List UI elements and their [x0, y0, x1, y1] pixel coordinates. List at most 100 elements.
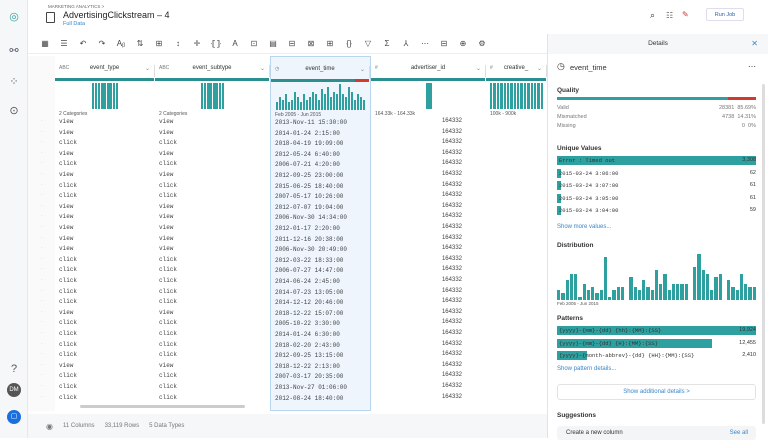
row-marker[interactable]: ·	[41, 224, 43, 230]
distribution-bar[interactable]	[650, 290, 654, 300]
suggestion-card[interactable]: Create a new column See all	[557, 426, 756, 440]
table-cell[interactable]: 2018-12-22 2:13:00	[275, 362, 340, 370]
row-marker[interactable]: ·	[41, 245, 43, 252]
table-cell[interactable]: 2013-Nov-27 01:06:00	[275, 384, 348, 391]
histogram-bar[interactable]	[357, 94, 359, 110]
table-cell[interactable]: click	[59, 266, 78, 274]
table-cell[interactable]: view	[59, 234, 74, 242]
table-cell[interactable]: 2013-Nov-11 15:30:00	[275, 119, 348, 126]
table-cell[interactable]: 164332	[441, 340, 462, 347]
table-cell[interactable]: 2012-08-24 18:40:00	[275, 394, 344, 402]
avatar[interactable]: DM	[7, 383, 21, 397]
table-cell[interactable]: view	[59, 128, 74, 136]
histogram-bar[interactable]	[425, 83, 432, 109]
table-cell[interactable]: click	[159, 372, 178, 380]
distribution-bar[interactable]	[739, 273, 743, 300]
distribution-bar[interactable]	[569, 273, 573, 300]
table-cell[interactable]: view	[59, 224, 74, 231]
distribution-bar[interactable]	[574, 273, 578, 300]
row-marker[interactable]: ·	[41, 308, 43, 315]
distribution-bar[interactable]	[659, 283, 663, 300]
distribution-bar[interactable]	[748, 286, 752, 300]
distribution-bar[interactable]	[705, 273, 709, 300]
distribution-bar[interactable]	[735, 290, 739, 300]
table-cell[interactable]: 164332	[441, 139, 462, 146]
histogram-bar[interactable]	[204, 83, 206, 109]
sort-icon[interactable]: ↕	[176, 39, 180, 48]
histogram-bar[interactable]	[339, 84, 341, 110]
distribution-bar[interactable]	[680, 283, 684, 300]
row-marker[interactable]: ·	[41, 213, 43, 220]
histogram-bar[interactable]	[297, 97, 299, 110]
table-cell[interactable]: 2012-09-25 13:15:00	[275, 352, 344, 360]
table-cell[interactable]: view	[159, 361, 174, 369]
column-event_type[interactable]: ABC event_type ⌄ 2 Categories view view click…	[55, 56, 155, 411]
table-cell[interactable]: view	[159, 245, 174, 253]
row-marker[interactable]: ·	[41, 192, 43, 199]
histogram-bar[interactable]	[510, 83, 513, 109]
run-job-button[interactable]: Run Job	[706, 8, 744, 21]
distribution-bar[interactable]	[642, 280, 646, 300]
histogram-bar[interactable]	[496, 83, 500, 109]
table-cell[interactable]: view	[59, 171, 74, 178]
row-marker[interactable]: ·	[41, 330, 43, 336]
table-cell[interactable]: 2006-07-27 14:47:00	[275, 267, 344, 275]
table-cell[interactable]: 164332	[441, 149, 462, 156]
distribution-bar[interactable]	[591, 286, 595, 300]
histogram-bar[interactable]	[530, 83, 533, 109]
histogram-bar[interactable]	[321, 89, 323, 110]
table-cell[interactable]: view	[59, 213, 74, 221]
unique-value-row[interactable]: 2015-03-24 3:04:00 59	[557, 206, 756, 215]
histogram-bar[interactable]	[360, 97, 362, 110]
table-cell[interactable]: 164332	[441, 171, 462, 177]
distribution-bar[interactable]	[701, 270, 705, 300]
histogram-bar[interactable]	[285, 94, 287, 110]
distribution-bar[interactable]	[646, 286, 650, 300]
table-cell[interactable]: 164332	[441, 192, 462, 199]
table-cell[interactable]: click	[59, 340, 78, 348]
table-cell[interactable]: click	[59, 393, 78, 401]
distribution-bar[interactable]	[714, 277, 718, 300]
json-icon[interactable]: {}	[346, 39, 352, 48]
column-header[interactable]: # advertiser_id ⌄	[371, 65, 486, 77]
pattern-row[interactable]: {yyyy}-{month-abbrev}-{dd} {HH}:{MM}:{SS…	[557, 351, 756, 360]
chevron-down-icon[interactable]: ⌄	[259, 66, 265, 72]
split-icon[interactable]: ✛	[193, 39, 201, 48]
unique-value-row[interactable]: 2015-03-24 3:06:00 62	[557, 168, 756, 178]
distribution-bar[interactable]	[595, 293, 599, 300]
histogram-bar[interactable]	[98, 83, 100, 109]
table-cell[interactable]: view	[159, 234, 174, 242]
chevron-down-icon[interactable]: ⌄	[475, 66, 481, 72]
table-cell[interactable]: view	[159, 213, 174, 221]
close-icon[interactable]: ✕	[751, 39, 758, 48]
histogram-bar[interactable]	[315, 94, 317, 110]
table-cell[interactable]: 164332	[441, 361, 462, 368]
table-cell[interactable]: click	[59, 139, 78, 147]
table-cell[interactable]: 2014-12-12 20:46:00	[275, 299, 344, 307]
grid-view-icon[interactable]: ▦	[41, 39, 49, 48]
chat-icon[interactable]: ▢	[7, 410, 21, 424]
table-cell[interactable]: 164332	[441, 308, 462, 315]
more-options-icon[interactable]: ⋯	[748, 62, 756, 71]
table-cell[interactable]: 2014-01-24 2:15:00	[275, 129, 340, 137]
table-cell[interactable]: 164332	[441, 202, 462, 209]
distribution-bar[interactable]	[633, 286, 637, 300]
histogram-bar[interactable]	[333, 91, 335, 110]
histogram-bar[interactable]	[533, 83, 537, 109]
search-icon[interactable]: ⌕	[650, 10, 656, 20]
histogram-bar[interactable]	[306, 99, 308, 110]
table-cell[interactable]: view	[59, 118, 74, 125]
undo-icon[interactable]: ↶	[79, 39, 87, 48]
table-cell[interactable]: 164332	[441, 234, 462, 241]
restructure-icon[interactable]: ▤	[269, 39, 277, 48]
distribution-bar[interactable]	[561, 293, 565, 300]
distribution-bar[interactable]	[616, 286, 620, 300]
table-cell[interactable]: click	[159, 277, 178, 284]
target-icon[interactable]: ⊙	[9, 105, 19, 117]
table-cell[interactable]: 2012-07-07 19:04:00	[275, 203, 344, 211]
sample-link[interactable]: Full Data	[63, 21, 86, 27]
table-cell[interactable]: 2012-01-17 2:20:00	[275, 225, 340, 232]
pattern-row[interactable]: {yyyy}-{mm}-{dd} {hh}:{MM}:{SS} 19,924	[557, 326, 756, 335]
row-marker[interactable]: ·	[41, 266, 43, 273]
table-cell[interactable]: click	[159, 287, 178, 295]
